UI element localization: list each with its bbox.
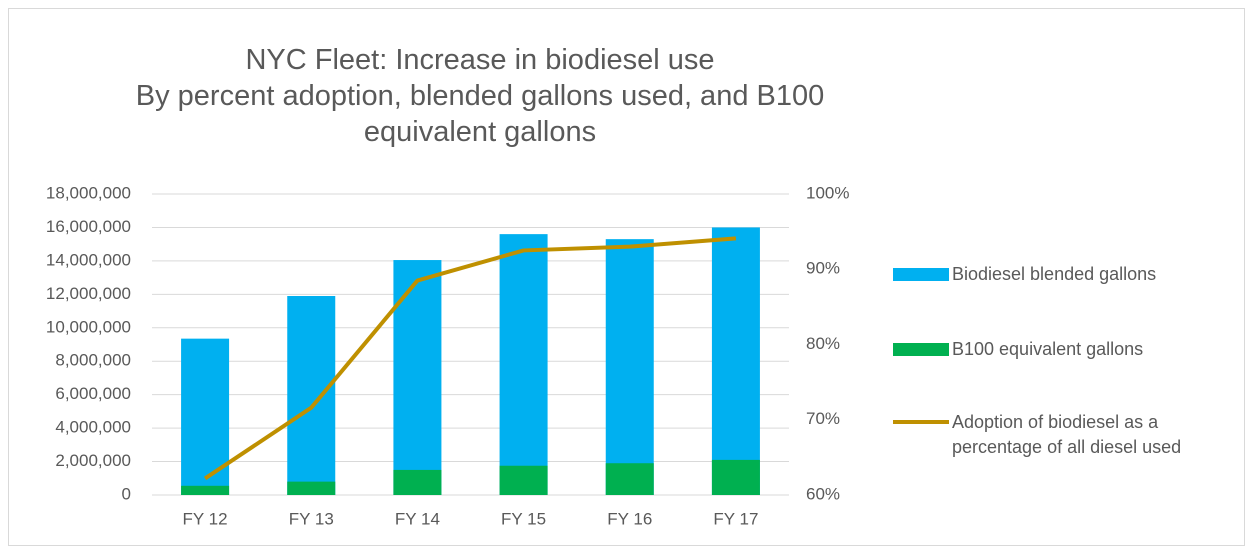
bar — [181, 338, 230, 495]
bar — [499, 465, 548, 495]
y-tick-label: 12,000,000 — [46, 284, 131, 303]
chart-border — [8, 8, 1245, 546]
bar — [499, 234, 548, 495]
y2-tick-label: 100% — [806, 183, 849, 202]
y-tick-label: 4,000,000 — [55, 418, 131, 437]
legend-swatch — [893, 268, 949, 281]
y2-tick-label: 60% — [806, 484, 840, 503]
legend-swatch — [893, 343, 949, 356]
x-tick-label: FY 17 — [713, 509, 758, 528]
bar — [711, 227, 760, 495]
legend-label: Adoption of biodiesel as a percentage of… — [952, 412, 1182, 457]
y-tick-label: 10,000,000 — [46, 317, 131, 336]
bar — [711, 459, 760, 495]
y-tick-label: 2,000,000 — [55, 451, 131, 470]
bar — [605, 239, 654, 495]
bar — [181, 485, 230, 495]
line — [203, 236, 737, 481]
y-tick-label: 8,000,000 — [55, 351, 131, 370]
x-tick-label: FY 13 — [289, 509, 334, 528]
x-tick-label: FY 12 — [183, 509, 228, 528]
chart-subtitle: By percent adoption, blended gallons use… — [135, 80, 825, 148]
bar — [287, 481, 336, 495]
y-tick-label: 18,000,000 — [46, 183, 131, 202]
bar — [287, 296, 336, 495]
x-tick-label: FY 16 — [607, 509, 652, 528]
y2-tick-label: 80% — [806, 334, 840, 353]
y-tick-label: 16,000,000 — [46, 217, 131, 236]
y-tick-label: 6,000,000 — [55, 384, 131, 403]
x-tick-label: FY 14 — [395, 509, 440, 528]
bar — [393, 469, 442, 495]
bar — [605, 463, 654, 495]
bar — [393, 260, 442, 495]
y2-tick-label: 70% — [806, 409, 840, 428]
y-tick-label: 0 — [122, 484, 131, 503]
legend-label: B100 equivalent gallons — [952, 339, 1144, 359]
legend-label: Biodiesel blended gallons — [952, 264, 1157, 284]
chart-title: NYC Fleet: Increase in biodiesel use — [245, 44, 715, 76]
x-tick-label: FY 15 — [501, 509, 546, 528]
y-tick-label: 14,000,000 — [46, 250, 131, 269]
y2-tick-label: 90% — [806, 259, 840, 278]
